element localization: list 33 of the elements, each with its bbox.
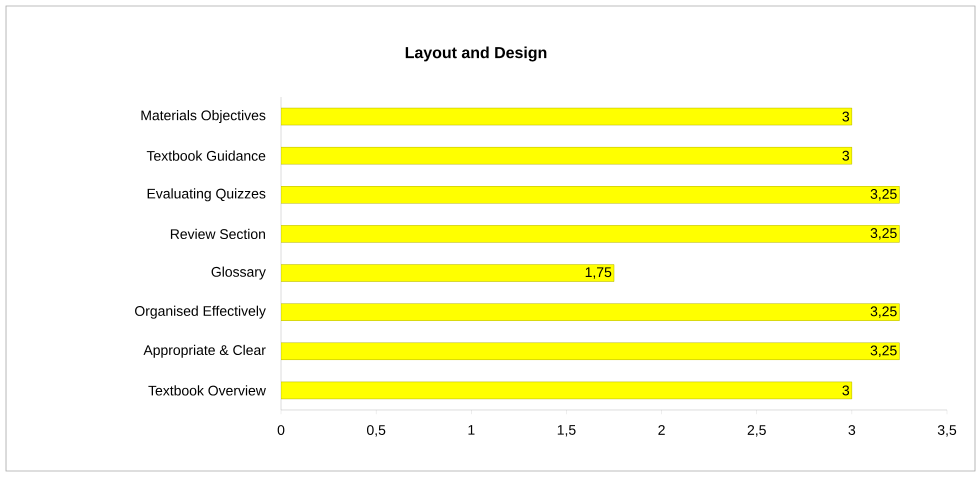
bar [281,225,900,243]
data-label: 3,25 [870,346,897,358]
bar [281,264,614,282]
bar [281,382,852,400]
data-label: 3,25 [870,228,897,240]
x-tick-label: 0 [278,425,284,435]
bar [281,108,852,126]
x-tick-label: 3 [848,425,856,435]
x-tick-label: 3,5 [938,425,956,437]
data-label: 3 [842,150,850,161]
bar [281,303,900,321]
data-label: 3 [842,385,850,396]
y-tick-label: Textbook Overview [148,385,266,396]
y-tick-label: Evaluating Quizzes [148,188,266,202]
y-tick-label: Organised Effectively [135,306,266,319]
y-tick-label: Glossary [212,266,266,280]
bar [281,342,900,360]
bar [281,186,900,204]
y-tick-label: Appropriate & Clear [143,344,266,358]
x-tick-label: 1,5 [558,425,576,436]
bar [281,146,852,164]
data-label: 3,25 [870,189,897,201]
x-tick-label: 2,5 [748,425,766,437]
data-label: 3,25 [870,306,897,318]
y-tick-label: Materials Objectives [141,110,266,124]
chart-title: Layout and Design [406,46,546,62]
x-tick-label: 2 [658,425,665,435]
data-label: 3 [842,112,850,122]
y-tick-label: Textbook Guidance [146,150,266,161]
y-tick-label: Review Section [170,228,265,240]
data-label: 1,75 [586,267,612,279]
x-tick-label: 0,5 [367,425,386,437]
x-tick-label: 1 [468,425,474,435]
